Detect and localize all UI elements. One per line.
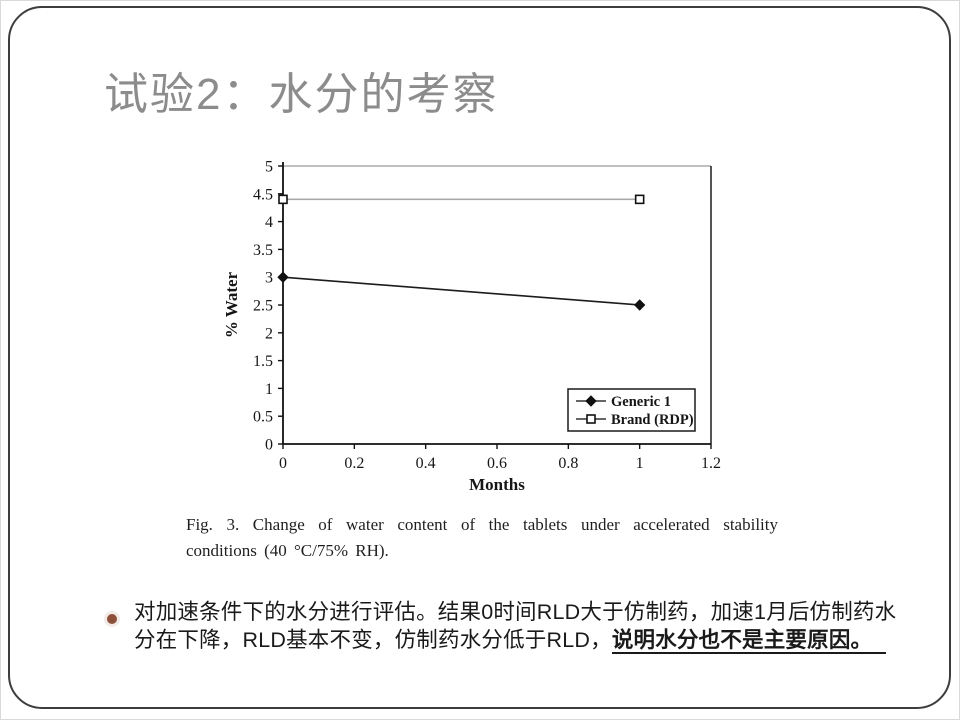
y-tick-label: 0 (265, 437, 273, 454)
bullet-text-main: 对加速条件下的水分进行评估。结果0时间RLD大于仿制药，加速1月后仿制药水分在下… (134, 600, 897, 653)
legend-label: Brand (RDP) (611, 412, 694, 428)
series-marker-diamond (277, 271, 289, 283)
y-tick-label: 2 (265, 325, 273, 342)
bullet-text: 对加速条件下的水分进行评估。结果0时间RLD大于仿制药，加速1月后仿制药水分在下… (134, 598, 916, 655)
y-tick-label: 0.5 (253, 409, 273, 426)
y-axis-title: % Water (222, 271, 241, 338)
bullet-marker-icon (107, 614, 117, 624)
y-tick-label: 2.5 (253, 298, 273, 315)
x-tick-label: 1 (636, 455, 644, 472)
bullet-text-emphasis: 说明水分也不是主要原因。 (611, 628, 887, 655)
series-marker-diamond (633, 299, 646, 311)
x-tick-label: 0.2 (344, 455, 364, 472)
y-tick-label: 3 (265, 270, 273, 287)
x-tick-label: 1.2 (701, 455, 721, 472)
x-tick-label: 0.6 (487, 455, 507, 472)
y-tick-label: 1.5 (253, 353, 273, 370)
x-tick-label: 0.4 (416, 455, 436, 472)
slide-title: 试验2：水分的考察 (104, 70, 499, 119)
figure: 0 0.5 1 1.5 2 2.5 3 3.5 4 4.5 5 0 0.2 0.4 0.6 0.8 1 1.2 Mo… (180, 148, 800, 560)
series-generic-1 (277, 271, 646, 311)
legend-box (567, 388, 696, 432)
series-line (282, 276, 640, 306)
legend-label: Generic 1 (611, 394, 671, 410)
series-marker-square (586, 414, 596, 424)
x-axis-title: Months (469, 475, 525, 494)
y-tick-label: 3.5 (253, 242, 273, 259)
bullet-row: 对加速条件下的水分进行评估。结果0时间RLD大于仿制药，加速1月后仿制药水分在下… (104, 598, 916, 655)
series-marker-diamond (585, 395, 597, 407)
water-content-chart: 0 0.5 1 1.5 2 2.5 3 3.5 4 4.5 5 0 0.2 0.4 0.6 0.8 1 1.2 Mo… (222, 159, 721, 495)
figure-caption: Fig. 3. Change of water content of the t… (186, 515, 778, 560)
y-tick-label: 5 (265, 159, 273, 176)
y-tick-label: 4 (265, 214, 273, 231)
series-marker-square (634, 194, 645, 205)
y-tick-label: 4.5 (253, 186, 273, 203)
series-brand-rdp- (278, 194, 645, 205)
legend (567, 388, 696, 432)
x-tick-label: 0 (279, 455, 287, 472)
y-tick-label: 1 (265, 381, 273, 398)
series-marker-square (278, 194, 288, 205)
x-tick-label: 0.8 (558, 455, 578, 472)
